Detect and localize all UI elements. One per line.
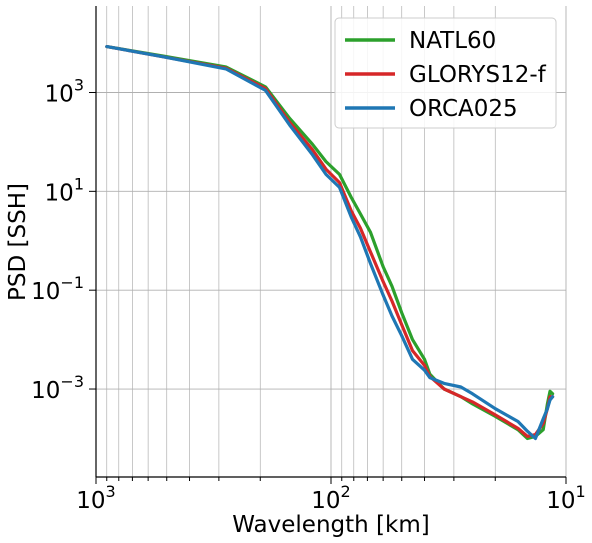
series-line-orca025: [105, 45, 555, 441]
y-tick-exponent: −3: [60, 372, 84, 391]
series-lines: [105, 45, 555, 441]
x-tick-exponent: 1: [576, 482, 586, 501]
series-line-natl60: [105, 45, 555, 441]
x-tick-base: 10: [311, 488, 340, 514]
y-tick-exponent: −1: [60, 273, 84, 292]
x-tick-exponent: 2: [341, 482, 351, 501]
y-tick-label: 101: [45, 174, 84, 206]
legend-label: NATL60: [409, 28, 496, 54]
legend-box: [334, 17, 557, 129]
legend: NATL60 GLORYS12-f ORCA025: [334, 17, 557, 129]
y-tick-exponent: 1: [74, 174, 84, 193]
y-tick-base: 10: [31, 279, 60, 305]
y-tick-base: 10: [45, 81, 74, 107]
x-tick-label: 103: [76, 482, 115, 514]
x-tick-label: 101: [546, 482, 585, 514]
legend-label: ORCA025: [409, 96, 518, 122]
x-axis-label: Wavelength [km]: [232, 512, 429, 538]
x-tick-label: 102: [311, 482, 350, 514]
legend-label: GLORYS12-f: [409, 62, 547, 88]
y-tick-base: 10: [45, 180, 74, 206]
y-tick-label: 10−1: [31, 273, 84, 305]
y-tick-exponent: 3: [74, 75, 84, 94]
x-tick-base: 10: [76, 488, 105, 514]
y-tick-label: 10−3: [31, 372, 84, 404]
y-axis-label: PSD [SSH]: [5, 183, 31, 301]
x-tick-exponent: 3: [106, 482, 116, 501]
y-tick-label: 103: [45, 75, 84, 107]
x-tick-base: 10: [546, 488, 575, 514]
y-tick-base: 10: [31, 378, 60, 404]
